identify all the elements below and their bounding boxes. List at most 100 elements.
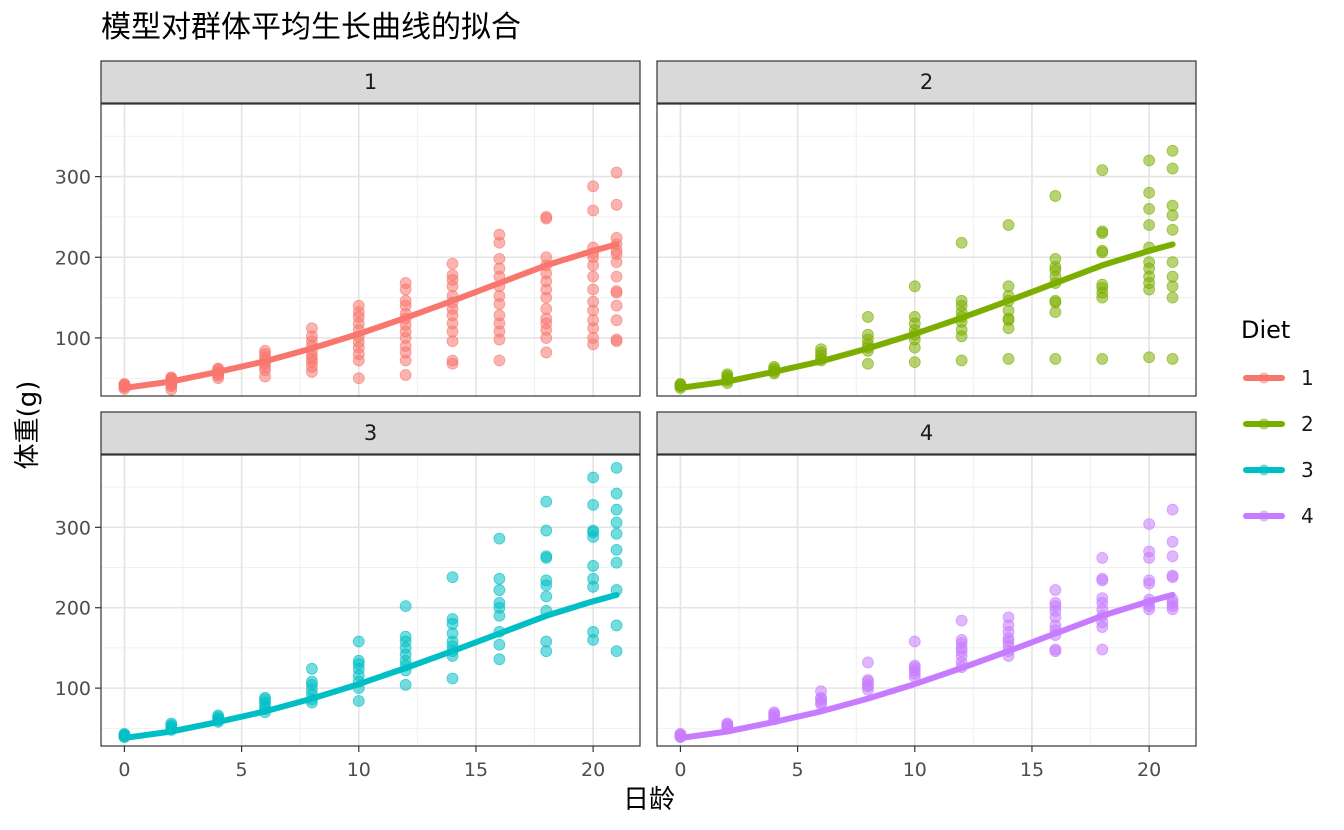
data-point — [1166, 144, 1179, 157]
data-point — [399, 679, 412, 691]
data-point — [1166, 535, 1179, 548]
data-point — [610, 270, 623, 283]
data-point — [1166, 223, 1179, 236]
data-point — [862, 357, 874, 370]
facet-panels: 1 2 3 4 — [100, 60, 1197, 747]
data-point — [955, 294, 968, 307]
data-points — [118, 461, 623, 744]
data-point — [493, 597, 506, 609]
data-point — [1166, 256, 1179, 268]
facet-panel-3: 3 — [100, 411, 641, 747]
chart-title: 模型对群体平均生长曲线的拟合 — [101, 10, 521, 45]
facet-panel-2: 2 — [656, 60, 1197, 397]
y-tick-label: 200 — [55, 247, 91, 269]
data-point — [540, 211, 553, 223]
x-tick-label: 5 — [236, 759, 248, 781]
data-point — [908, 280, 921, 293]
facet-strip — [656, 411, 1197, 455]
x-axis: 0 5 10 15 20 0 5 10 15 20 — [118, 746, 1161, 781]
data-point — [908, 659, 921, 672]
data-point — [587, 204, 600, 217]
data-point — [1143, 202, 1156, 215]
data-point — [1096, 278, 1109, 291]
data-point — [1096, 592, 1109, 604]
data-point — [493, 653, 506, 666]
data-point — [259, 691, 271, 704]
legend-label: 2 — [1301, 412, 1314, 436]
legend-item-3: 3 — [1243, 458, 1314, 482]
data-point — [610, 619, 623, 632]
panel-background — [657, 455, 1196, 746]
data-point — [1049, 597, 1062, 609]
x-tick-label: 20 — [581, 759, 605, 781]
data-point — [399, 630, 412, 643]
data-point — [1049, 352, 1062, 365]
facet-strip-label: 2 — [920, 70, 933, 94]
data-point — [1049, 584, 1062, 596]
data-point — [540, 302, 553, 315]
data-point — [1143, 545, 1156, 558]
x-tick-label: 0 — [118, 759, 130, 781]
panel-border — [656, 103, 1197, 397]
data-point — [446, 257, 459, 270]
data-point — [610, 645, 623, 658]
data-point — [1143, 351, 1156, 364]
y-axis: 100 200 300 100 200 300 — [55, 167, 101, 700]
data-point — [862, 311, 874, 323]
data-point — [1049, 294, 1062, 307]
data-point — [587, 560, 600, 572]
data-point — [1143, 574, 1156, 587]
data-point — [540, 524, 553, 537]
data-point — [1002, 280, 1015, 293]
data-point — [587, 572, 600, 585]
legend-key-point — [1258, 372, 1270, 384]
legend-item-1: 1 — [1243, 366, 1314, 390]
data-point — [610, 556, 623, 569]
x-tick-label: 0 — [674, 759, 686, 781]
data-point — [1049, 252, 1062, 265]
x-tick-label: 15 — [464, 759, 488, 781]
panel-border — [100, 454, 641, 747]
data-point — [721, 717, 734, 730]
data-point — [610, 461, 623, 474]
data-point — [1166, 199, 1179, 212]
legend-title: Diet — [1241, 316, 1290, 344]
y-tick-label: 100 — [55, 328, 91, 350]
data-point — [399, 369, 412, 381]
panel-background — [657, 104, 1196, 396]
data-point — [610, 299, 623, 312]
facet-panel-1: 1 — [100, 60, 641, 397]
legend-label: 3 — [1301, 458, 1314, 482]
data-point — [493, 638, 506, 651]
data-point — [446, 571, 459, 584]
data-point — [493, 309, 506, 322]
data-point — [352, 635, 365, 648]
data-point — [399, 600, 412, 613]
data-point — [908, 356, 921, 369]
fitted-curve — [677, 591, 1176, 741]
fitted-curve — [121, 591, 620, 741]
data-point — [610, 333, 623, 346]
data-point — [587, 270, 600, 283]
data-point — [446, 613, 459, 625]
data-point — [587, 295, 600, 308]
data-point — [1166, 550, 1179, 563]
data-point — [587, 524, 600, 537]
facet-strip — [100, 411, 641, 455]
data-point — [1096, 551, 1109, 564]
data-point — [399, 277, 412, 289]
data-point — [540, 635, 553, 648]
data-point — [493, 572, 506, 585]
data-point — [610, 503, 623, 516]
data-point — [1143, 219, 1156, 231]
data-point — [908, 311, 921, 323]
data-point — [1049, 190, 1062, 202]
data-point — [446, 269, 459, 281]
data-point — [1096, 643, 1109, 656]
data-point — [399, 294, 412, 307]
y-axis-label: 体重(g) — [13, 381, 43, 470]
data-point — [1143, 154, 1156, 167]
data-point — [259, 344, 271, 357]
data-point — [540, 550, 553, 563]
legend-label: 1 — [1301, 366, 1314, 390]
